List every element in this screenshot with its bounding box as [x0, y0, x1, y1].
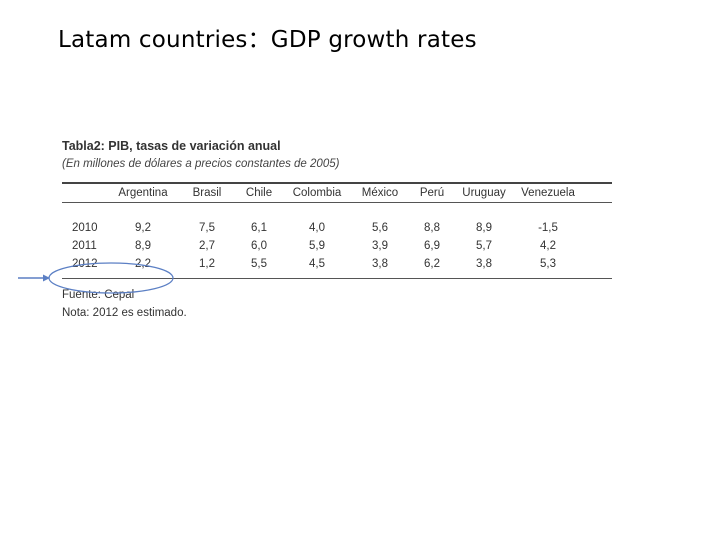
table-row-2011: 2011 8,9 2,7 6,0 5,9 3,9 6,9 5,7 4,2: [62, 237, 612, 255]
header-cell-peru: Perú: [419, 187, 445, 199]
row-year: 2010: [72, 222, 98, 234]
table-cell: 5,6: [372, 222, 388, 234]
slide-title: Latam countries：GDP growth rates: [58, 27, 477, 53]
table-cell: 8,8: [424, 222, 440, 234]
arrow-head-icon: [43, 274, 50, 282]
header-cell-uruguay: Uruguay: [462, 187, 506, 199]
table-header-rule: [62, 202, 612, 203]
row-year: 2011: [72, 240, 97, 252]
table-bottom-rule: [62, 278, 612, 279]
table-subtitle: (En millones de dólares a precios consta…: [62, 158, 340, 170]
table-cell: -1,5: [538, 222, 558, 234]
table-cell: 6,9: [424, 240, 440, 252]
table-cell: 4,0: [309, 222, 325, 234]
table-header-row: Argentina Brasil Chile Colombia México P…: [62, 184, 612, 202]
table-row-2010: 2010 9,2 7,5 6,1 4,0 5,6 8,8 8,9 -1,5: [62, 219, 612, 237]
header-cell-argentina: Argentina: [118, 187, 168, 199]
table-title: Tabla2: PIB, tasas de variación anual: [62, 139, 281, 153]
table-cell: 3,9: [372, 240, 388, 252]
highlight-ellipse: [48, 262, 174, 294]
table-cell: 7,5: [199, 222, 215, 234]
table-top-rule: [62, 182, 612, 184]
table-cell: 5,3: [540, 258, 556, 270]
table-note: Nota: 2012 es estimado.: [62, 307, 187, 319]
table-cell: 3,8: [476, 258, 492, 270]
table-cell: 9,2: [135, 222, 151, 234]
table-cell: 3,8: [372, 258, 388, 270]
header-cell-mexico: México: [361, 187, 399, 199]
header-cell-venezuela: Venezuela: [521, 187, 575, 199]
table-cell: 5,9: [309, 240, 325, 252]
table-cell-highlighted: 2,2: [135, 258, 151, 270]
table-cell: 6,2: [424, 258, 440, 270]
table-cell: 2,7: [199, 240, 215, 252]
table-cell: 5,5: [251, 258, 267, 270]
gdp-table-figure: Tabla2: PIB, tasas de variación anual (E…: [62, 138, 612, 321]
header-cell-colombia: Colombia: [292, 187, 342, 199]
table-cell: 6,1: [251, 222, 267, 234]
header-cell-chile: Chile: [245, 187, 273, 199]
table-cell: 8,9: [135, 240, 151, 252]
table-cell: 4,2: [540, 240, 556, 252]
table-cell: 4,5: [309, 258, 325, 270]
table-source: Fuente: Cepal: [62, 289, 135, 301]
header-cell-brasil: Brasil: [192, 187, 222, 199]
table-cell: 6,0: [251, 240, 267, 252]
table-cell: 8,9: [476, 222, 492, 234]
table-cell: 5,7: [476, 240, 492, 252]
table-cell: 1,2: [199, 258, 215, 270]
